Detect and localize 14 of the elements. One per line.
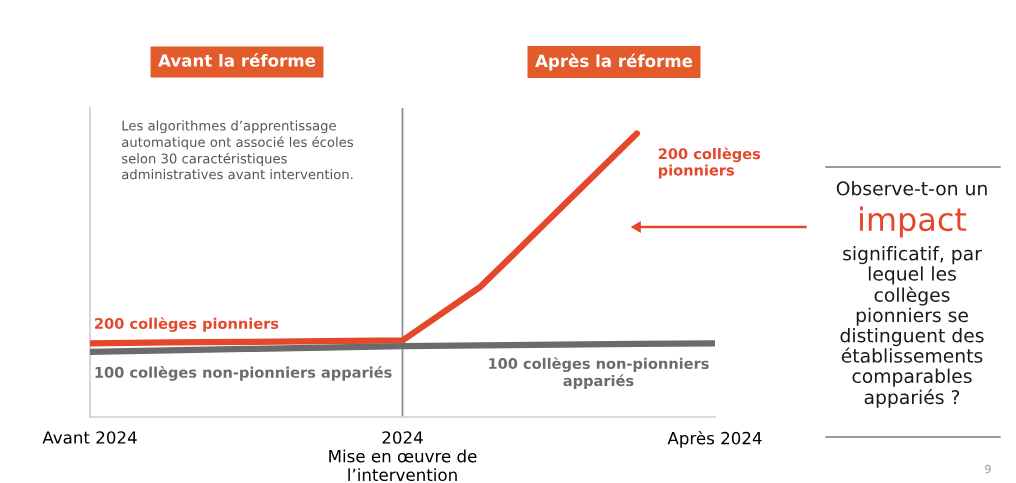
text: impact [860,206,967,238]
annotation: 100 collèges non-pionniers appariés [95,365,392,381]
text: Observe-t-on un [836,180,987,196]
text: 9 [985,464,991,474]
text: Après la réforme [535,53,693,71]
series-label: 100 collèges non-pionniers appariés [489,357,709,390]
annotation: 200 collèges pionniers [658,147,761,179]
annotation: Les algorithmes d’apprentissage automatique ont associé les écoles selon 30 caractéristiques administratives avant intervention. [121,120,354,180]
x-tick-label: Après 2024 [667,430,762,448]
text: significatif, par lequel les collèges pionniers se distinguent des établissements comparables appariés ? [840,246,984,408]
x-tick-label: Avant 2024 [42,431,137,444]
series-label: 200 collèges pionniers [95,317,279,332]
x-tick-label: 2024 Mise en œuvre de l’intervention [329,431,477,482]
text: Avant la réforme [158,53,316,67]
